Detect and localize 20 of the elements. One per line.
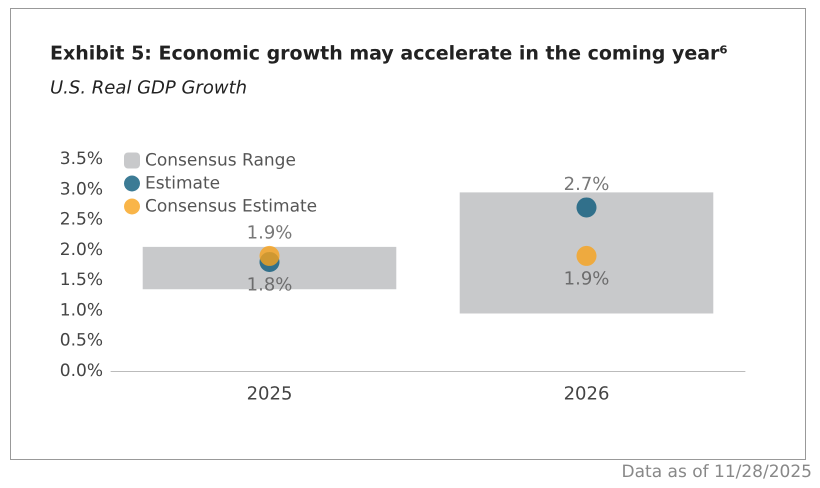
y-tick-label: 1.5%	[60, 270, 103, 290]
legend-label: Estimate	[145, 174, 220, 194]
data-label: 1.9%	[564, 268, 610, 290]
chart-title: Exhibit 5: Economic growth may accelerate in the coming year⁶	[50, 42, 728, 64]
y-tick-label: 3.0%	[60, 179, 103, 200]
x-tick-label: 2026	[564, 384, 610, 404]
data-label: 1.9%	[246, 222, 292, 244]
chart-subtitle: U.S. Real GDP Growth	[50, 78, 248, 98]
y-tick-label: 0.0%	[60, 361, 103, 381]
legend-label: Consensus Range	[145, 150, 296, 170]
x-tick-label: 2025	[246, 384, 292, 404]
y-tick-label: 2.5%	[60, 210, 103, 230]
text: Data as of 11/28/2025	[622, 462, 812, 482]
y-tick-label: 0.5%	[60, 330, 103, 351]
y-tick-label: 3.5%	[60, 149, 103, 169]
data-label: 1.8%	[246, 274, 292, 296]
legend-label: Consensus Estimate	[145, 196, 318, 216]
y-tick-label: 1.0%	[60, 300, 103, 320]
data-label: 2.7%	[564, 174, 610, 195]
y-tick-label: 2.0%	[60, 240, 103, 260]
